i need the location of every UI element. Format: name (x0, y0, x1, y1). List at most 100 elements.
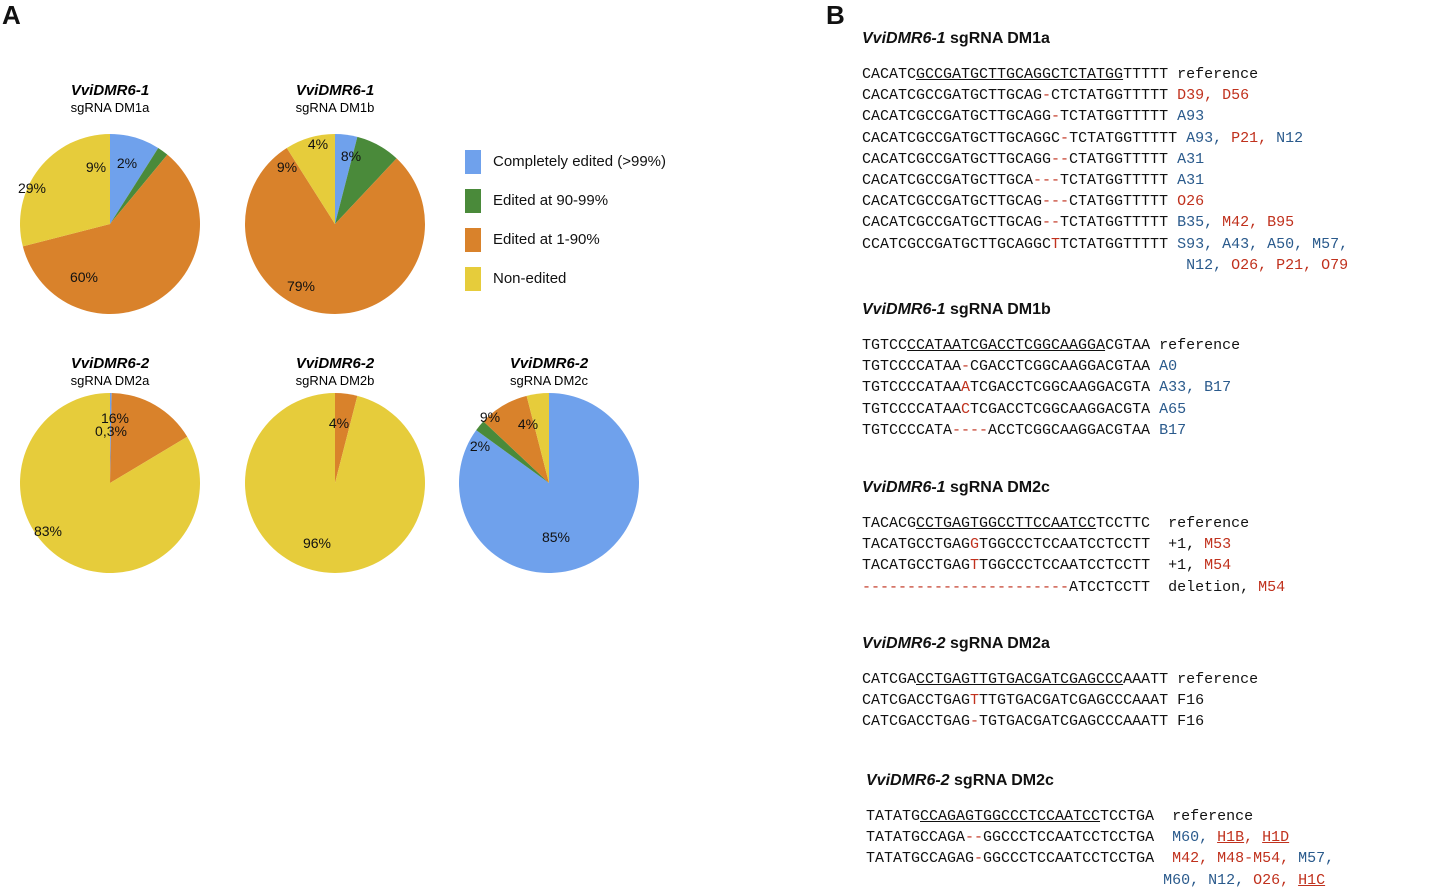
sequence-segment: , (1244, 829, 1263, 847)
sequence-segment: TCTATGGTTTTT (1069, 129, 1187, 147)
pie-data-label: 9% (86, 159, 106, 175)
sequence-segment: N12 (1276, 129, 1304, 147)
sequence-segment: - (961, 358, 971, 376)
sequence-row: TACATGCCTGAGTTGGCCCTCCAATCCTCCTT +1, M54 (862, 555, 1285, 576)
sequence-segment: T (970, 557, 980, 575)
sequence-segment: CACATCGCCGATGCTTGCAG (862, 214, 1043, 232)
pie-data-label: 2% (117, 155, 137, 171)
sequence-segment: TTGTGACGATCGAGCCCAAAT (979, 692, 1178, 710)
sequence-segment: TGTCCCCATA (862, 421, 953, 439)
sequence-segment: +1, (1168, 557, 1205, 575)
alignment: TATATGCCAGAGTGGCCCTCCAATCCTCCTGA referen… (866, 804, 1334, 891)
pie-slice (244, 393, 425, 574)
guide-name: sgRNA DM2c (954, 772, 1054, 789)
sequence-row: CACATCGCCGATGCTTGCAGGC-TCTATGGTTTTT A93,… (862, 128, 1348, 149)
alignment: TACACGCCTGAGTGGCCTTCCAATCCTCCTTC referen… (862, 511, 1286, 598)
sequence-segment: M54 (1258, 578, 1286, 596)
alignment: CACATCGCCGATGCTTGCAGGC TCTATGGTTTTT refer… (862, 62, 1349, 276)
sequence-segment: GGCCCTCCAATCCTCCTGA (983, 829, 1173, 847)
sequence-segment: TATATGCCAGAG (866, 850, 975, 868)
sequence-segment: -- (1042, 214, 1061, 232)
pie-slice (335, 134, 358, 224)
sequence-segment: M60, N12, (1163, 871, 1254, 889)
sequence-segment: TGTGACGATCGAGCCCAAATT (979, 713, 1178, 731)
sequence-segment: reference (1177, 66, 1259, 83)
sequence-segment: B17 (1159, 421, 1187, 439)
pie-slice (476, 421, 549, 483)
legend-label: Edited at 1-90% (493, 231, 600, 248)
sequence-segment: reference (1177, 671, 1259, 688)
pie-data-label: 4% (329, 415, 349, 431)
legend-item: Completely edited (>99%) (465, 150, 666, 189)
pie-title: VviDMR6-2 (296, 355, 375, 372)
sequence-segment: CATCGACCTGAG (862, 692, 971, 710)
sequence-block: VviDMR6-2 sgRNA DM2a CATCGACCTGAGTTGTGAC… (862, 635, 1259, 736)
sequence-block: VviDMR6-2 sgRNA DM2c TATATGCCAGAGTGGCCCT… (866, 772, 1334, 891)
pie-subtitle: sgRNA DM1a (71, 100, 151, 115)
sequence-segment: F16 (1177, 713, 1205, 731)
gene-name: VviDMR6-1 (862, 479, 946, 496)
sequence-segment: A93, (1186, 129, 1232, 147)
sequence-segment: M53 (1204, 536, 1232, 554)
sequence-segment: CACATCGCCGATGCTTGCAGGC (862, 129, 1061, 147)
sequence-segment: CCTGAGTGGCCTTCCAATCC (916, 515, 1097, 532)
pie-data-label: 0,3% (95, 423, 127, 439)
sequence-row: CACATCGCCGATGCTTGCAG---CTATGGTTTTT O26 (862, 191, 1348, 212)
sequence-segment: ---- (952, 421, 989, 439)
sequence-segment: AAATT (1123, 671, 1178, 688)
sequence-segment: GGCCCTCCAATCCTCCTGA (983, 850, 1173, 868)
pie-data-label: 60% (70, 269, 98, 285)
sequence-segment: T (1051, 235, 1061, 253)
sequence-segment: CATCGACCTGAG (862, 713, 971, 731)
sequence-segment: --- (1042, 193, 1070, 211)
sequence-segment: A31 (1177, 150, 1205, 168)
sequence-segment: TGTCCCCATAA (862, 400, 962, 418)
pie-data-label: 79% (287, 278, 315, 294)
sequence-row: CACATCGCCGATGCTTGCAG--TCTATGGTTTTT B35, … (862, 212, 1348, 233)
sequence-title: VviDMR6-1 sgRNA DM1b (862, 301, 1240, 319)
gene-name: VviDMR6-2 (866, 772, 950, 789)
sequence-segment: O26, P21, O79 (1231, 256, 1349, 274)
sequence-segment (862, 257, 1186, 274)
sequence-segment: TGTCC (862, 337, 908, 354)
sequence-segment: TGTCCCCATAA (862, 358, 962, 376)
pie-slice (526, 393, 549, 483)
sequence-segment: A0 (1159, 358, 1178, 376)
sequence-segment: CACATCGCCGATGCTTGCAGG (862, 150, 1052, 168)
legend-label: Completely edited (>99%) (493, 153, 667, 170)
alignment: CATCGACCTGAGTTGTGACGATCGAGCCCAAATT refer… (862, 667, 1259, 736)
sequence-segment: TACACG (862, 515, 917, 532)
pie-data-label: 83% (34, 523, 62, 539)
pie-data-label: 16% (101, 410, 129, 426)
sequence-segment: TATATGCCAGA (866, 829, 966, 847)
pie-data-label: 9% (480, 409, 500, 425)
sequence-segment: TTTTT (1123, 66, 1178, 83)
sequence-row: CACATCGCCGATGCTTGCA---TCTATGGTTTTT A31 (862, 170, 1348, 191)
sequence-segment: --- (1033, 172, 1061, 190)
sequence-segment: A33, B17 (1159, 379, 1232, 397)
sequence-segment: TACATGCCTGAG (862, 557, 971, 575)
sequence-row: M60, N12, O26, H1C (866, 870, 1334, 891)
legend-swatch (465, 150, 481, 174)
sequence-segment: - (974, 850, 984, 868)
sequence-segment: D39, D56 (1177, 87, 1250, 105)
sequence-segment: A31 (1177, 172, 1205, 190)
sequence-segment: CACATCGCCGATGCTTGCAG (862, 193, 1043, 211)
sequence-segment: CGTAA (1105, 337, 1160, 354)
pie-title: VviDMR6-2 (71, 355, 150, 372)
legend-label: Non-edited (493, 270, 567, 287)
sequence-row: TGTCCCCATAA-CGACCTCGGCAAGGACGTAA A0 (862, 356, 1240, 377)
sequence-segment: CCAGAGTGGCCCTCCAATCC (920, 808, 1101, 825)
sequence-segment: H1B (1217, 829, 1245, 847)
sequence-segment: GCCGATGCTTGCAGGCTCTATGG (916, 66, 1124, 83)
pie-title: VviDMR6-1 (296, 82, 374, 99)
sequence-block: VviDMR6-1 sgRNA DM1a CACATCGCCGATGCTTGCA… (862, 30, 1348, 276)
sequence-segment: TCTATGGTTTTT (1060, 108, 1178, 126)
sequence-segment: reference (1159, 337, 1241, 354)
pie-data-label: 85% (542, 529, 570, 545)
sequence-segment: reference (1172, 808, 1254, 825)
